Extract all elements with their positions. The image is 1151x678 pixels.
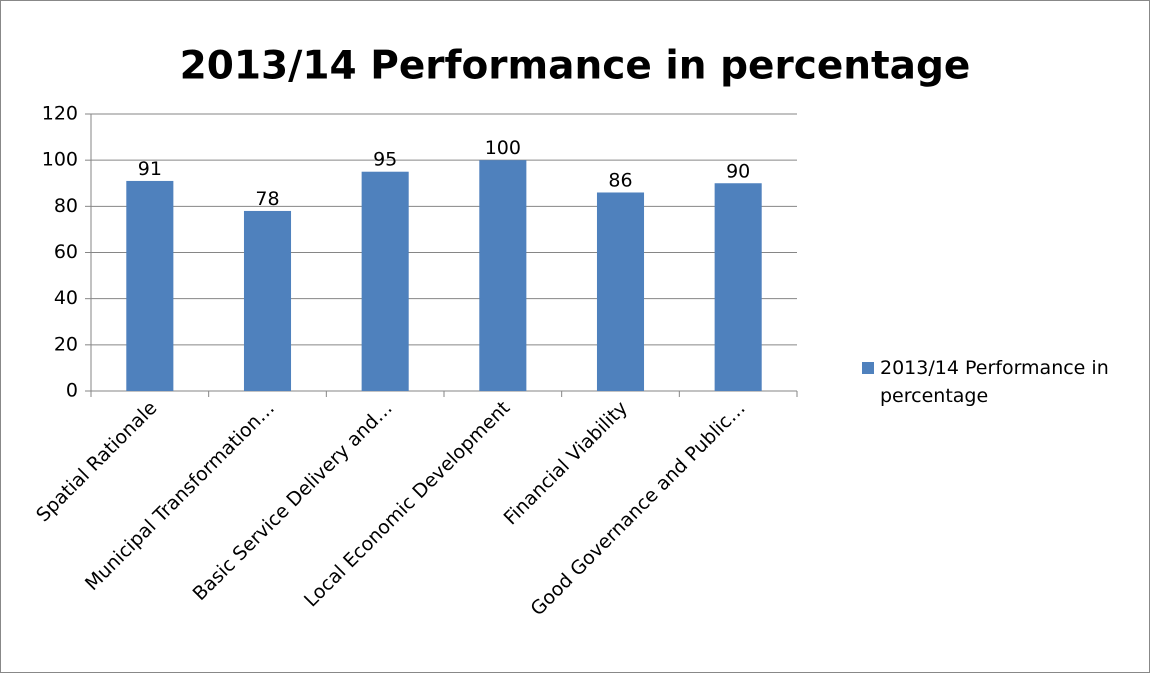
data-label: 100 — [485, 137, 521, 159]
legend: 2013/14 Performance in percentage — [862, 354, 1142, 410]
y-tick-label: 40 — [54, 287, 78, 309]
bar — [479, 160, 527, 391]
bar — [714, 183, 762, 391]
y-tick-label: 100 — [42, 149, 78, 171]
y-tick-label: 80 — [54, 195, 78, 217]
y-tick-label: 0 — [66, 380, 78, 402]
bar — [361, 171, 409, 391]
data-label: 78 — [255, 188, 279, 210]
y-tick-label: 20 — [54, 333, 78, 355]
y-tick-label: 60 — [54, 241, 78, 263]
bar — [596, 192, 645, 391]
y-tick-label: 120 — [42, 103, 78, 125]
data-label: 95 — [373, 149, 397, 171]
bar — [243, 210, 292, 391]
data-label: 90 — [726, 160, 750, 182]
data-label: 86 — [608, 169, 632, 191]
legend-label: 2013/14 Performance in percentage — [880, 357, 1109, 407]
chart-title: 2013/14 Performance in percentage — [180, 44, 971, 89]
legend-swatch — [862, 362, 874, 374]
bar — [126, 180, 174, 391]
data-label: 91 — [138, 158, 162, 180]
